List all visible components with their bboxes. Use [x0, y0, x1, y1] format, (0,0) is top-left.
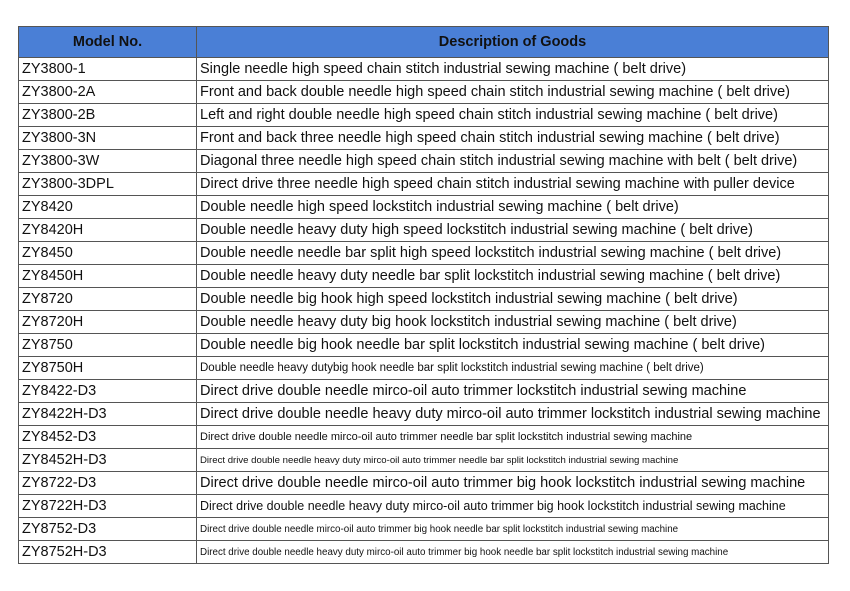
table-row: ZY8450H Double needle heavy duty needle b…	[18, 264, 829, 288]
table-row: ZY8422H-D3 Direct drive double needle hea…	[18, 402, 829, 426]
table-row: ZY8720 Double needle big hook high speed …	[18, 287, 829, 311]
model-cell: ZY8750	[18, 333, 197, 357]
description-cell: Double needle big hook high speed lockst…	[196, 287, 829, 311]
description-cell: Double needle heavy duty high speed lock…	[196, 218, 829, 242]
description-cell: Double needle needle bar split high spee…	[196, 241, 829, 265]
table-row: ZY8750 Double needle big hook needle bar …	[18, 333, 829, 357]
header-description: Description of Goods	[196, 26, 829, 58]
table-row: ZY3800-3DPL Direct drive three needle hig…	[18, 172, 829, 196]
description-cell: Double needle high speed lockstitch indu…	[196, 195, 829, 219]
table-row: ZY8752H-D3 Direct drive double needle hea…	[18, 540, 829, 564]
table-row: ZY8422-D3 Direct drive double needle mirc…	[18, 379, 829, 403]
description-cell: Direct drive double needle heavy duty mi…	[196, 402, 829, 426]
table-row: ZY8752-D3 Direct drive double needle mirc…	[18, 517, 829, 541]
model-cell: ZY8452H-D3	[18, 448, 197, 472]
description-cell: Left and right double needle high speed …	[196, 103, 829, 127]
header-row: Model No. Description of Goods	[18, 26, 829, 58]
model-cell: ZY8720H	[18, 310, 197, 334]
description-cell: Double needle big hook needle bar split …	[196, 333, 829, 357]
model-cell: ZY8422-D3	[18, 379, 197, 403]
description-cell: Direct drive double needle mirco-oil aut…	[196, 471, 829, 495]
description-cell: Double needle heavy duty big hook lockst…	[196, 310, 829, 334]
model-cell: ZY8752H-D3	[18, 540, 197, 564]
table-row: ZY8450 Double needle needle bar split hig…	[18, 241, 829, 265]
model-cell: ZY8722H-D3	[18, 494, 197, 518]
table-row: ZY8750H Double needle heavy dutybig hook …	[18, 356, 829, 380]
model-cell: ZY8452-D3	[18, 425, 197, 449]
description-cell: Direct drive double needle heavy duty mi…	[196, 540, 829, 564]
table-row: ZY8722H-D3 Direct drive double needle hea…	[18, 494, 829, 518]
description-cell: Double needle heavy duty needle bar spli…	[196, 264, 829, 288]
model-cell: ZY3800-2B	[18, 103, 197, 127]
product-table: Model No. Description of Goods ZY3800-1 S…	[18, 26, 829, 564]
table-row: ZY8420 Double needle high speed lockstitc…	[18, 195, 829, 219]
description-cell: Direct drive three needle high speed cha…	[196, 172, 829, 196]
model-cell: ZY8450H	[18, 264, 197, 288]
model-cell: ZY8722-D3	[18, 471, 197, 495]
model-cell: ZY8720	[18, 287, 197, 311]
table-row: ZY3800-2A Front and back double needle hi…	[18, 80, 829, 104]
table-body: ZY3800-1 Single needle high speed chain s…	[18, 57, 829, 564]
model-cell: ZY8420	[18, 195, 197, 219]
table-row: ZY8452-D3 Direct drive double needle mirc…	[18, 425, 829, 449]
table-row: ZY3800-3W Diagonal three needle high spee…	[18, 149, 829, 173]
table-row: ZY3800-3N Front and back three needle hig…	[18, 126, 829, 150]
description-cell: Direct drive double needle mirco-oil aut…	[196, 425, 829, 449]
table-row: ZY8722-D3 Direct drive double needle mirc…	[18, 471, 829, 495]
table-row: ZY3800-2B Left and right double needle hi…	[18, 103, 829, 127]
table-row: ZY8452H-D3 Direct drive double needle hea…	[18, 448, 829, 472]
description-cell: Front and back double needle high speed …	[196, 80, 829, 104]
table-row: ZY8420H Double needle heavy duty high spe…	[18, 218, 829, 242]
description-cell: Diagonal three needle high speed chain s…	[196, 149, 829, 173]
model-cell: ZY3800-3W	[18, 149, 197, 173]
table-row: ZY3800-1 Single needle high speed chain s…	[18, 57, 829, 81]
description-cell: Direct drive double needle mirco-oil aut…	[196, 379, 829, 403]
description-cell: Single needle high speed chain stitch in…	[196, 57, 829, 81]
header-model: Model No.	[18, 26, 197, 58]
model-cell: ZY3800-2A	[18, 80, 197, 104]
description-cell: Direct drive double needle heavy duty mi…	[196, 448, 829, 472]
model-cell: ZY3800-3N	[18, 126, 197, 150]
description-cell: Double needle heavy dutybig hook needle …	[196, 356, 829, 380]
model-cell: ZY3800-3DPL	[18, 172, 197, 196]
model-cell: ZY8450	[18, 241, 197, 265]
model-cell: ZY8750H	[18, 356, 197, 380]
description-cell: Direct drive double needle heavy duty mi…	[196, 494, 829, 518]
model-cell: ZY3800-1	[18, 57, 197, 81]
model-cell: ZY8752-D3	[18, 517, 197, 541]
model-cell: ZY8420H	[18, 218, 197, 242]
model-cell: ZY8422H-D3	[18, 402, 197, 426]
description-cell: Front and back three needle high speed c…	[196, 126, 829, 150]
table-row: ZY8720H Double needle heavy duty big hook…	[18, 310, 829, 334]
description-cell: Direct drive double needle mirco-oil aut…	[196, 517, 829, 541]
